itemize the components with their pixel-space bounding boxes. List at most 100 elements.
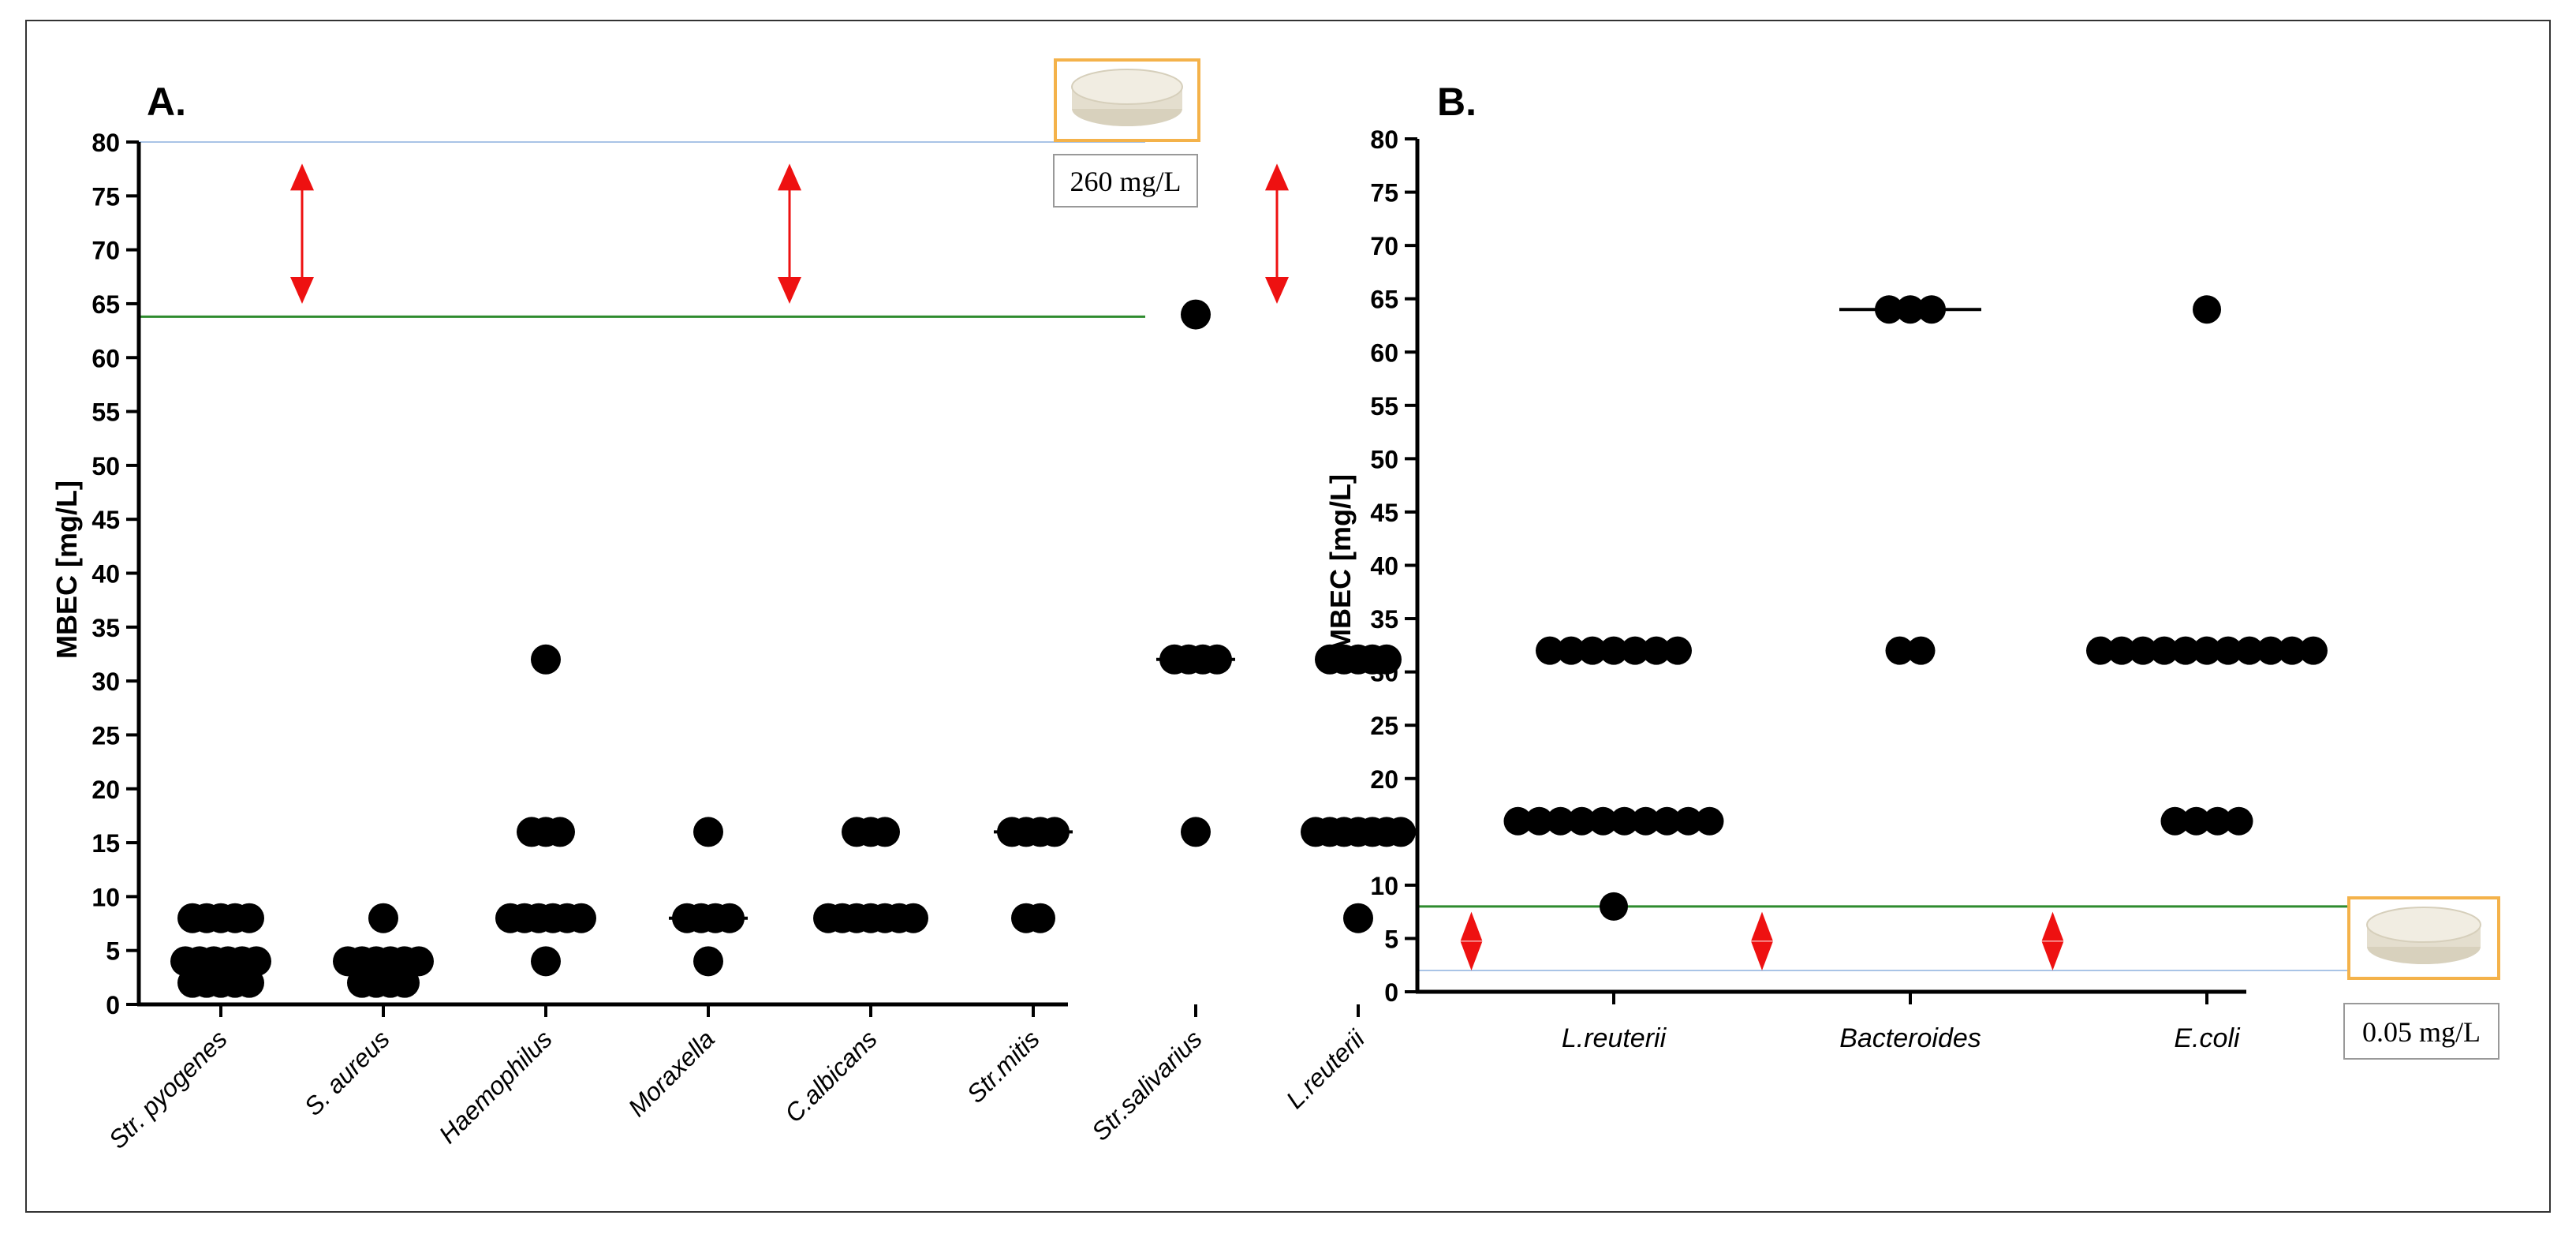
b-y-tick-label: 60 — [1370, 338, 1398, 367]
b-y-tick-label: 0 — [1384, 978, 1398, 1007]
panel-b-arrows — [1460, 911, 2064, 970]
a-arrow-head-down — [290, 276, 314, 304]
a-y-tick-label: 80 — [91, 129, 120, 157]
a-data-point — [241, 946, 271, 977]
a-data-point — [234, 903, 264, 933]
a-data-point — [1202, 644, 1232, 675]
b-data-point — [2193, 636, 2221, 665]
a-data-point — [368, 903, 398, 933]
b-y-tick-label: 35 — [1370, 605, 1398, 634]
panel-a-concentration-label: 260 mg/L — [1070, 166, 1182, 197]
b-data-point — [2278, 636, 2306, 665]
panel-b-concentration-label: 0.05 mg/L — [2362, 1016, 2481, 1048]
b-data-point — [2214, 636, 2242, 665]
a-data-point — [566, 903, 596, 933]
b-y-tick-label: 55 — [1370, 392, 1398, 421]
a-data-point — [1343, 903, 1373, 933]
b-data-point — [1600, 636, 1628, 665]
b-data-point — [1652, 806, 1682, 836]
b-y-tick-label: 15 — [1370, 818, 1398, 847]
a-data-point — [545, 817, 575, 847]
b-data-point — [1906, 636, 1936, 665]
b-data-point — [1621, 636, 1649, 665]
a-y-tick-label: 25 — [91, 721, 120, 750]
a-data-point — [898, 903, 928, 933]
b-data-point — [2086, 636, 2115, 665]
a-y-tick-label: 30 — [91, 667, 120, 696]
panel-b-concentration-box — [2343, 1003, 2499, 1060]
b-y-tick-label: 10 — [1370, 872, 1398, 900]
a-data-point — [404, 946, 434, 977]
b-data-point — [2299, 636, 2328, 665]
b-data-point — [2150, 636, 2178, 665]
a-arrow-head-up — [1265, 163, 1289, 191]
panel-b-ylabel: MBEC [mg/L] — [1324, 474, 1357, 653]
a-arrow-head-down — [778, 276, 801, 304]
b-data-point — [1589, 806, 1618, 836]
a-y-tick-label: 0 — [106, 991, 120, 1019]
b-y-tick-label: 70 — [1370, 232, 1398, 260]
a-data-point — [693, 817, 723, 847]
a-data-point — [1372, 644, 1402, 675]
panel-b-tablet-icon — [2347, 896, 2500, 980]
a-arrow-head-down — [1265, 276, 1289, 304]
b-data-point — [1557, 636, 1585, 665]
b-y-tick-label: 75 — [1370, 179, 1398, 208]
b-data-point — [1546, 806, 1575, 836]
panel-b-points — [1503, 295, 2328, 921]
b-data-point — [1695, 806, 1724, 836]
panel-a-concentration-box — [1053, 154, 1198, 208]
a-data-point — [531, 946, 561, 977]
b-y-tick-label: 80 — [1370, 125, 1398, 154]
b-data-point — [1503, 806, 1533, 836]
b-data-point — [2129, 636, 2157, 665]
b-y-tick-label: 45 — [1370, 499, 1398, 527]
a-y-tick-label: 55 — [91, 398, 120, 427]
a-y-tick-label: 50 — [91, 452, 120, 481]
a-data-point — [1040, 817, 1070, 847]
panel-b: B. MBEC [mg/L] 0 5 10 15 20 25 30 35 40 45 50 55 60 6… — [1324, 80, 2500, 1060]
b-data-point — [1536, 636, 1564, 665]
a-y-tick-label: 15 — [91, 829, 120, 858]
b-data-point — [1631, 806, 1660, 836]
panel-b-reference-lines — [1417, 905, 2349, 971]
panel-a-reference-lines — [139, 141, 1145, 318]
panel-a-ylabel: MBEC [mg/L] — [50, 481, 83, 659]
b-data-point — [2182, 806, 2211, 836]
a-y-tick-label: 45 — [91, 506, 120, 534]
panel-a-points — [170, 299, 1416, 998]
a-data-point — [390, 967, 420, 998]
b-data-point — [2107, 636, 2136, 665]
b-data-point — [1885, 636, 1914, 665]
a-arrow-head-up — [290, 163, 314, 191]
b-y-tick-label: 50 — [1370, 445, 1398, 473]
a-arrow-head-up — [778, 163, 801, 191]
panel-b-x-axis: L.reuterii Bacteroides E.coli — [1416, 989, 2246, 1053]
b-data-point — [2224, 806, 2253, 836]
panel-a-arrows — [290, 163, 1289, 304]
b-data-point — [1567, 806, 1596, 836]
b-y-tick-label: 20 — [1370, 765, 1398, 794]
b-data-point — [2193, 295, 2221, 324]
b-data-point — [2257, 636, 2285, 665]
panel-b-label: B. — [1437, 80, 1477, 124]
b-x-tick-label: E.coli — [2174, 1023, 2241, 1053]
a-data-point — [1386, 817, 1416, 847]
b-data-point — [1642, 636, 1671, 665]
b-x-tick-label: L.reuterii — [1562, 1023, 1667, 1053]
a-data-point — [1025, 903, 1055, 933]
a-y-tick-label: 75 — [91, 182, 120, 211]
figure-border — [25, 20, 2551, 1213]
b-data-point — [2171, 636, 2200, 665]
b-data-point — [1896, 295, 1925, 324]
b-data-point — [2235, 636, 2264, 665]
a-y-tick-label: 40 — [91, 560, 120, 589]
a-y-tick-label: 60 — [91, 344, 120, 372]
a-y-tick-label: 65 — [91, 290, 120, 319]
panel-a-y-axis: 0 5 10 15 20 25 30 35 40 45 50 55 60 65 70 75 80 — [91, 129, 141, 1019]
b-y-tick-label: 65 — [1370, 286, 1398, 314]
b-data-point — [2160, 806, 2190, 836]
b-x-tick-label: Bacteroides — [1839, 1023, 1981, 1053]
a-y-tick-label: 20 — [91, 776, 120, 804]
